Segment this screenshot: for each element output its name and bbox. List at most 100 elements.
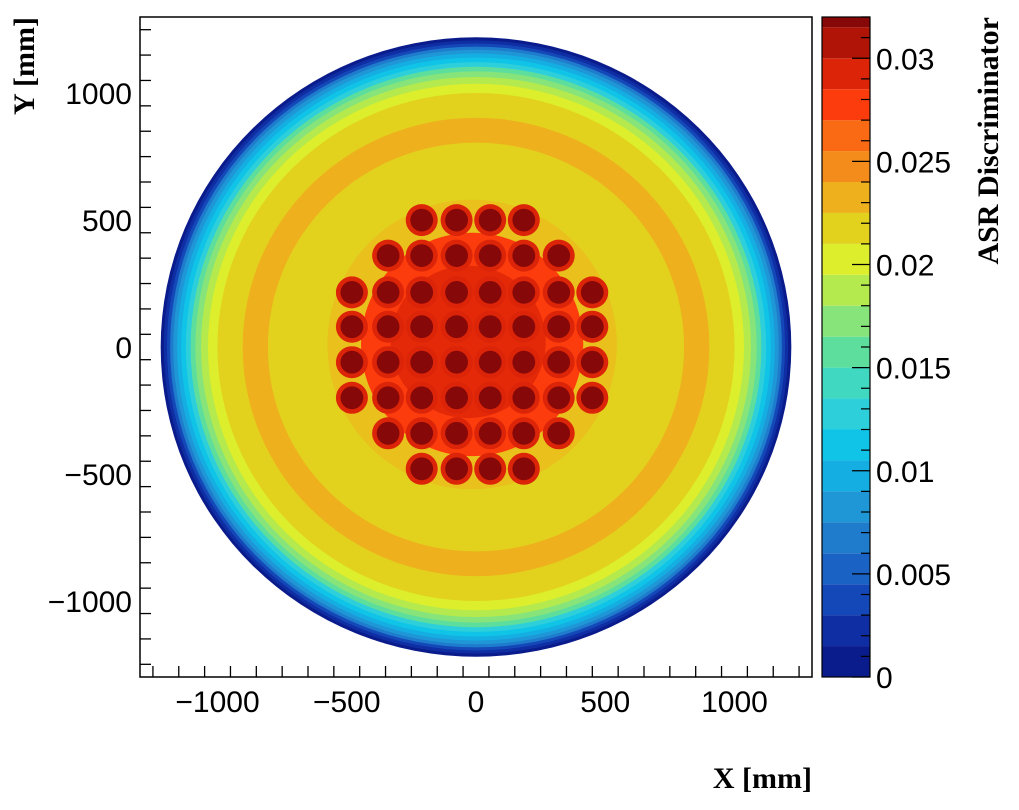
y-tick-label: −1000: [48, 586, 132, 619]
hot-spot: [410, 281, 434, 304]
hot-spot: [376, 386, 400, 410]
z-tick-label: 0.01: [876, 456, 934, 489]
x-tick-label: −1000: [175, 686, 259, 719]
color-scale-band: [822, 491, 870, 523]
hot-spot: [580, 315, 604, 339]
y-axis-ticks: −1000 −500 0 500 1000: [48, 29, 151, 665]
color-scale-band: [822, 584, 870, 616]
hot-spot: [445, 421, 468, 445]
hot-spot: [478, 208, 502, 232]
hot-spot: [478, 386, 502, 410]
hot-spot: [410, 244, 434, 267]
color-scale-band: [822, 58, 870, 90]
hot-spot: [445, 350, 468, 374]
color-scale-band: [822, 336, 870, 368]
hot-spot: [478, 421, 502, 445]
x-axis-title: X [mm]: [713, 762, 812, 795]
y-axis-title: Y [mm]: [8, 17, 41, 115]
heatmap-layer: [160, 37, 792, 657]
hot-spot: [512, 421, 536, 445]
hot-spot: [547, 281, 571, 304]
hot-spot: [478, 244, 502, 267]
hot-spot: [445, 386, 468, 410]
hot-spot: [547, 244, 571, 267]
hot-spot: [478, 350, 502, 374]
hot-spot: [478, 281, 502, 304]
color-scale-band: [822, 398, 870, 430]
hot-spot: [512, 315, 536, 339]
hot-spot: [478, 315, 502, 339]
color-scale-ticks: 0 0.005 0.01 0.015 0.02 0.025 0.03: [852, 16, 951, 695]
color-scale-band: [822, 212, 870, 244]
z-tick-label: 0.015: [876, 353, 951, 386]
color-scale-band: [822, 460, 870, 492]
x-tick-label: 1000: [701, 686, 768, 719]
y-tick-label: 1000: [65, 78, 132, 111]
hot-spot: [580, 350, 604, 374]
hot-spot: [512, 244, 536, 267]
y-tick-label: −500: [64, 459, 132, 492]
color-scale-band: [822, 120, 870, 152]
hot-spot: [376, 315, 400, 339]
hot-spot: [580, 386, 604, 410]
hot-spot: [512, 208, 536, 232]
hot-spot: [445, 208, 468, 232]
hot-spot: [580, 281, 604, 304]
color-scale-band: [822, 553, 870, 585]
color-scale-band: [822, 27, 870, 59]
color-scale-band: [822, 17, 870, 28]
color-scale-band: [822, 522, 870, 554]
z-tick-label: 0: [876, 662, 893, 695]
hot-spot: [376, 244, 400, 267]
hot-spot: [512, 457, 536, 481]
hot-spot: [445, 457, 468, 481]
hot-spot-layer: [335, 204, 609, 485]
hot-spot: [547, 386, 571, 410]
hot-spot: [340, 281, 364, 304]
hot-spot: [547, 421, 571, 445]
hot-spot: [340, 315, 364, 339]
color-scale-band: [822, 305, 870, 337]
y-tick-label: 500: [82, 205, 132, 238]
plot-frame: [139, 16, 813, 678]
hot-spot: [512, 350, 536, 374]
color-scale-band: [822, 646, 870, 677]
x-tick-label: 0: [468, 686, 485, 719]
z-tick-label: 0.03: [876, 43, 934, 76]
hot-spot: [340, 350, 364, 374]
color-scale-band: [822, 615, 870, 647]
hot-spot: [445, 244, 468, 267]
hot-spot: [445, 281, 468, 304]
color-scale-band: [822, 151, 870, 182]
hot-spot: [410, 421, 434, 445]
color-scale-title: ASR Discriminator: [972, 17, 1005, 264]
z-tick-label: 0.005: [876, 559, 951, 592]
hot-spot: [410, 457, 434, 481]
hot-spot: [376, 421, 400, 445]
x-tick-label: −500: [313, 686, 381, 719]
color-scale-band: [822, 89, 870, 121]
color-scale-band: [822, 429, 870, 461]
hot-spot: [410, 208, 434, 232]
y-tick-label: 0: [115, 332, 132, 365]
hot-spot: [376, 281, 400, 304]
hot-spot: [376, 350, 400, 374]
color-scale-band: [822, 274, 870, 306]
hot-spot: [512, 386, 536, 410]
hot-spot: [445, 315, 468, 339]
color-scale-band: [822, 243, 870, 275]
z-tick-label: 0.025: [876, 146, 951, 179]
hot-spot: [547, 350, 571, 374]
x-axis-ticks: −1000 −500 0 500 1000: [152, 666, 800, 719]
color-scale-band: [822, 367, 870, 399]
color-scale-band: [822, 182, 870, 213]
hot-spot: [478, 457, 502, 481]
hot-spot: [410, 386, 434, 410]
x-tick-label: 500: [580, 686, 630, 719]
hot-spot: [512, 281, 536, 304]
color-scale-bar: [821, 16, 871, 678]
hot-spot: [410, 350, 434, 374]
hot-spot: [410, 315, 434, 339]
hot-spot: [547, 315, 571, 339]
